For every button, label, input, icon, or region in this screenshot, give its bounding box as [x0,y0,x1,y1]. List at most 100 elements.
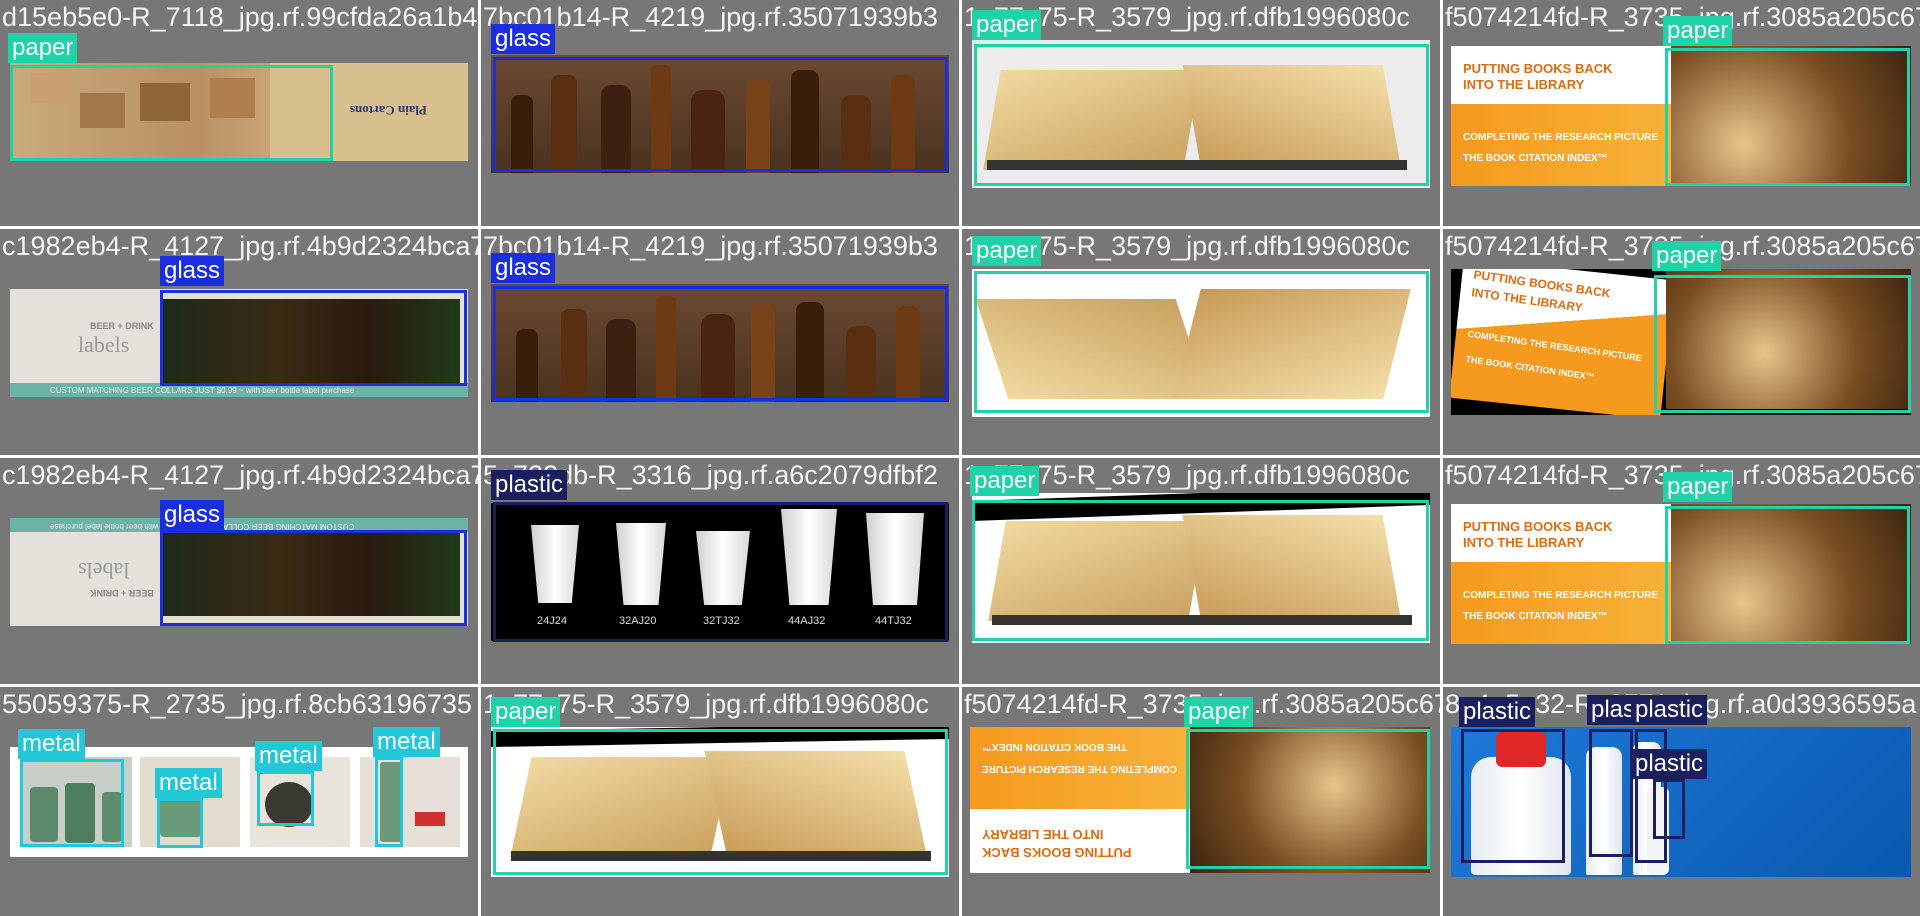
promo-line-4: THE BOOK CITATION INDEX™ [1463,611,1608,622]
promo-line-2: INTO THE LIBRARY [1463,535,1585,550]
class-label: paper [8,33,78,63]
tile-image [491,284,949,402]
cup-code: 32TJ32 [703,615,740,627]
filename-label: d15eb5e0-R_7118_jpg.rf.99cfda26a1b4f9d14 [2,2,478,32]
cup-code: 24J24 [537,615,567,627]
class-label: metal [18,729,85,759]
class-label: plastic [491,470,568,500]
tile-image: THE BOOK CITATION INDEX™ COMPLETING THE … [970,727,1430,873]
carton-sign: Plain Cartons [350,103,427,118]
tile-image: Plain Cartons [10,63,468,161]
cup-code: 44TJ32 [875,615,912,627]
promo-line-1: PUTTING BOOKS BACK [1463,519,1613,534]
mosaic-tile: paper 1a77c75-R_3579_jpg.rf.dfb1996080c [962,0,1440,226]
promo-line-2: INTO THE LIBRARY [982,827,1104,842]
tile-image [972,40,1430,188]
filename-label: 7bc01b14-R_4219_jpg.rf.35071939b3 [483,231,938,261]
tile-image: PUTTING BOOKS BACK INTO THE LIBRARY COMP… [1451,504,1911,644]
detection-box [160,290,467,386]
detection-box [1461,729,1565,863]
detection-box [493,729,948,875]
detection-box [493,286,948,401]
label-big-text: labels [78,558,130,583]
filename-label: c1982eb4-R_4127_jpg.rf.4b9d2324bca77d08b [2,231,478,261]
promo-line-3: COMPLETING THE RESEARCH PICTURE [982,763,1178,774]
detection-box [974,44,1429,186]
tile-image [972,493,1430,643]
mosaic-tile: paper 1a77c75-R_3579_jpg.rf.dfb1996080c [962,229,1440,455]
detection-box [974,271,1429,413]
label-top-text: BEER + DRINK [90,588,154,598]
tile-image: 24J24 32AJ20 32TJ32 44AJ32 44TJ32 [491,503,949,641]
promo-line-3: COMPLETING THE RESEARCH PICTURE [1463,132,1659,143]
label-big-text: labels [78,332,130,357]
cup-code: 44AJ32 [788,615,826,627]
cup-code: 32AJ20 [619,615,657,627]
detection-box [1665,48,1910,186]
filename-label: 55059375-R_2735_jpg.rf.8cb63196735 [2,689,472,719]
detection-box [157,798,203,848]
detection-box [1665,506,1910,644]
tile-image: BEER + DRINK labels CUSTOM MATCHING BEER… [10,289,468,397]
mosaic-tile: paper 1a77c75-R_3579_jpg.rf.dfb1996080c [481,687,959,916]
detection-box [1654,275,1911,413]
detection-box [1635,729,1667,863]
class-label: glass [491,253,556,283]
class-label: glass [491,24,556,54]
mosaic-tile: Plain Cartons paper d15eb5e0-R_7118_jpg.… [0,0,478,226]
class-label: plastic [1631,749,1708,779]
detection-box [375,757,403,847]
detection-box [160,530,467,626]
class-label: paper [1184,697,1254,727]
promo-line-4: THE BOOK CITATION INDEX™ [1463,153,1608,164]
mosaic-tile: THE BOOK CITATION INDEX™ COMPLETING THE … [962,687,1440,916]
class-label: metal [155,768,222,798]
mosaic-tile: 24J24 32AJ20 32TJ32 44AJ32 44TJ32 plasti… [481,458,959,684]
detection-box [257,771,314,826]
mosaic-tile: metal metal metal metal 55059375-R_2735_… [0,687,478,916]
tile-image: PUTTING BOOKS BACK INTO THE LIBRARY COMP… [1451,46,1911,186]
promo-line-4: THE BOOK CITATION INDEX™ [982,741,1127,752]
class-label: paper [970,466,1040,496]
promo-line-3: COMPLETING THE RESEARCH PICTURE [1463,590,1659,601]
class-label: glass [160,256,225,286]
class-label: plastic [1631,695,1708,725]
filename-label: c1982eb4-R_4127_jpg.rf.4b9d2324bca77d08b [2,460,478,490]
detection-box [1186,729,1430,869]
tile-image: PUTTING BOOKS BACK INTO THE LIBRARY COMP… [1451,269,1911,415]
tile-image: CUSTOM MATCHING BEER COLLARS JUST $0.99 … [10,518,468,626]
class-label: glass [160,500,225,530]
detection-box [20,759,124,847]
detection-box [493,57,948,172]
class-label: metal [373,727,440,757]
promo-line-2: INTO THE LIBRARY [1463,77,1585,92]
filename-label: 7bc01b14-R_4219_jpg.rf.35071939b3 [483,2,938,32]
mosaic-tile: PUTTING BOOKS BACK INTO THE LIBRARY COMP… [1443,229,1920,455]
class-label: plastic [1459,697,1536,727]
tile-image [491,55,949,173]
promo-line-1: PUTTING BOOKS BACK [982,845,1132,860]
class-label: paper [491,697,561,727]
mosaic-tile: CUSTOM MATCHING BEER COLLARS JUST $0.99 … [0,458,478,684]
class-label: paper [1652,241,1722,271]
tile-image [491,727,949,877]
mosaic-tile: PUTTING BOOKS BACK INTO THE LIBRARY COMP… [1443,458,1920,684]
class-label: paper [1663,472,1733,502]
tile-image [972,269,1430,417]
mosaic-tile: PUTTING BOOKS BACK INTO THE LIBRARY COMP… [1443,0,1920,226]
mosaic-tile: glass 7bc01b14-R_4219_jpg.rf.35071939b3 [481,0,959,226]
detection-box [10,65,333,161]
class-label: paper [972,10,1042,40]
detection-box [1589,729,1633,857]
mosaic-tile: glass 7bc01b14-R_4219_jpg.rf.35071939b3 [481,229,959,455]
class-label: paper [972,236,1042,266]
promo-line-1: PUTTING BOOKS BACK [1463,61,1613,76]
class-label: metal [255,741,322,771]
detection-box [1653,779,1685,839]
detection-box [972,500,1429,641]
detection-box [493,502,948,642]
label-top-text: BEER + DRINK [90,321,154,331]
mosaic-tile: paper 1a77c75-R_3579_jpg.rf.dfb1996080c [962,458,1440,684]
strip-text: CUSTOM MATCHING BEER COLLARS JUST $0.99 … [50,386,355,395]
